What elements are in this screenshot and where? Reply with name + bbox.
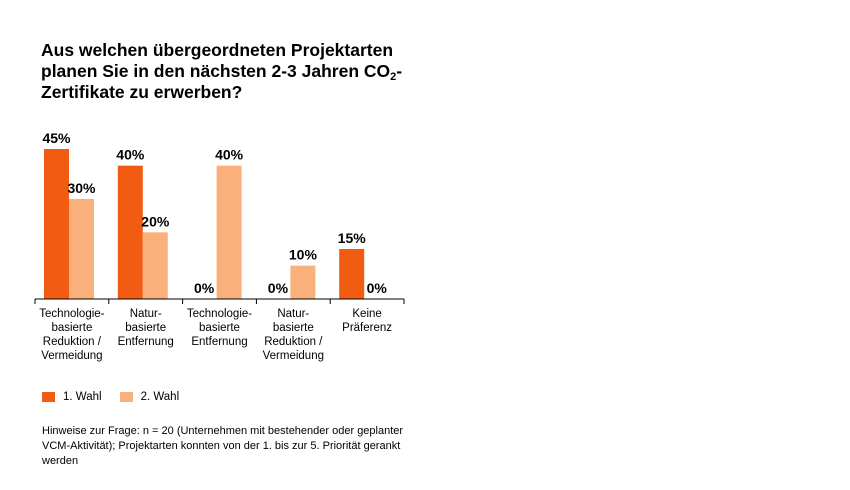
legend: 1. Wahl 2. Wahl bbox=[42, 391, 197, 403]
value-label-second-2: 40% bbox=[215, 147, 244, 163]
category-label-4: Keine Präferenz bbox=[342, 308, 392, 334]
legend-label-second: 2. Wahl bbox=[140, 391, 180, 403]
title-subscript: 2 bbox=[390, 71, 397, 83]
category-label-3: Natur-basierte Reduktion / Vermeidung bbox=[263, 308, 324, 362]
footnote: Hinweise zur Frage: n = 20 (Unternehmen … bbox=[42, 425, 404, 467]
value-label-first-3: 0% bbox=[268, 280, 289, 296]
bar-second-0 bbox=[69, 199, 94, 299]
category-label-1: Natur-basierte Entfernung bbox=[118, 308, 174, 348]
value-label-second-0: 30% bbox=[67, 180, 96, 196]
value-label-first-0: 45% bbox=[42, 130, 71, 146]
legend-swatch-second bbox=[119, 392, 133, 402]
title-line-1: Aus welchen übergeordneten Projektarten bbox=[41, 40, 394, 60]
bar-first-0 bbox=[44, 149, 69, 299]
value-label-first-1: 40% bbox=[116, 147, 145, 163]
value-label-second-1: 20% bbox=[141, 213, 170, 229]
bar-first-4 bbox=[339, 249, 365, 299]
legend-item-second: 2. Wahl bbox=[119, 391, 180, 403]
value-label-second-4: 0% bbox=[367, 280, 388, 296]
value-label-second-3: 10% bbox=[289, 247, 318, 263]
x-axis-ticks-group bbox=[34, 299, 405, 304]
title-line-3: Zertifikate zu erwerben? bbox=[41, 82, 243, 102]
legend-item-first: 1. Wahl bbox=[42, 391, 102, 403]
category-labels-group: Technologie-basierte Reduktion / Vermeidun… bbox=[39, 308, 392, 362]
value-labels-group: 45% 40% 0% 0% 15% 30% 20% 40% 10% 0% bbox=[42, 130, 387, 296]
value-label-first-2: 0% bbox=[194, 280, 215, 296]
bar-second-1 bbox=[142, 232, 168, 299]
category-label-2: Technologie-basierte Entfernung bbox=[187, 308, 252, 348]
chart-title: Aus welchen übergeordneten Projektarten … bbox=[41, 40, 441, 103]
bar-second-3 bbox=[290, 265, 316, 299]
bars-group bbox=[44, 149, 365, 299]
value-label-first-4: 15% bbox=[338, 230, 367, 246]
bar-first-1 bbox=[117, 165, 143, 299]
category-label-0: Technologie-basierte Reduktion / Vermeidun… bbox=[39, 308, 104, 362]
bar-second-2 bbox=[216, 165, 242, 299]
legend-label-first: 1. Wahl bbox=[63, 391, 102, 403]
title-line-2: planen Sie in den nächsten 2-3 Jahren CO… bbox=[41, 61, 403, 83]
legend-swatch-first bbox=[42, 392, 55, 402]
